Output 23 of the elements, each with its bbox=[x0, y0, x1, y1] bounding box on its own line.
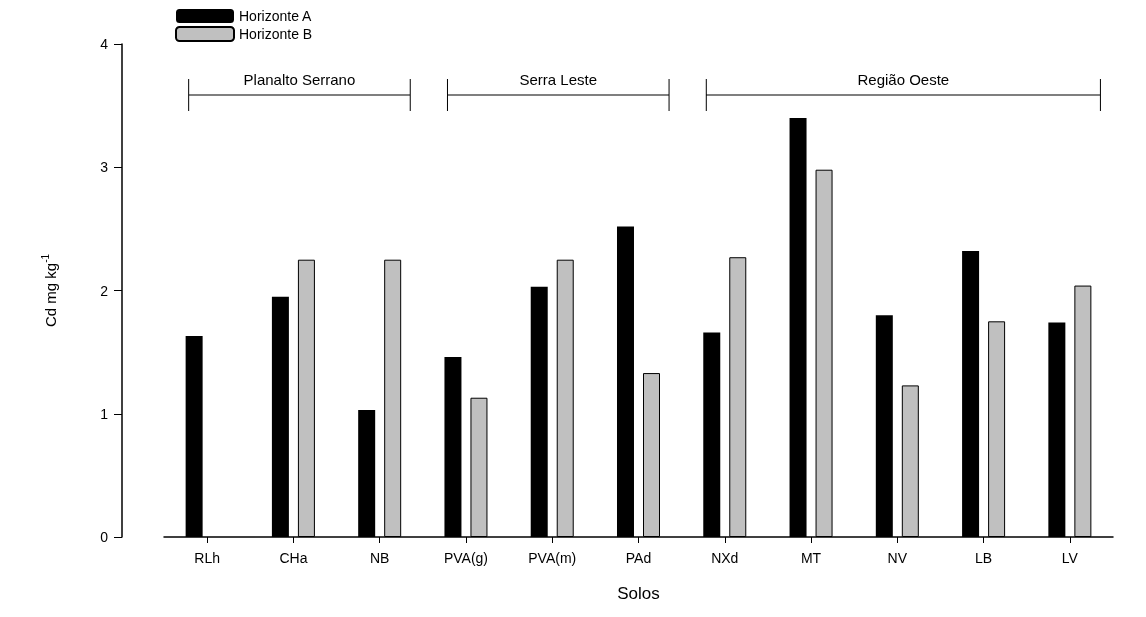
x-tick-label: LV bbox=[1061, 550, 1079, 566]
x-tick-label: NXd bbox=[711, 550, 739, 566]
x-tick-label: PVA(g) bbox=[443, 550, 488, 566]
x-axis-title: Solos bbox=[617, 584, 660, 603]
annotation: Serra Leste bbox=[519, 71, 598, 88]
y-axis-title: Cd mg kg-1 bbox=[39, 253, 59, 328]
legend-label: Horizonte B bbox=[239, 26, 313, 42]
y-tick-label: 0 bbox=[100, 529, 109, 545]
x-tick-label: RLh bbox=[194, 550, 220, 566]
x-tick-label: NB bbox=[369, 550, 390, 566]
x-tick-label: NV bbox=[887, 550, 908, 566]
y-tick-label: 2 bbox=[100, 282, 109, 299]
x-tick-label: LB bbox=[975, 550, 993, 566]
annotation: Planalto Serrano bbox=[243, 71, 356, 88]
x-tick-label: CHa bbox=[279, 550, 308, 566]
x-tick-label: PVA(m) bbox=[528, 550, 577, 566]
y-tick-label: 1 bbox=[100, 405, 109, 422]
y-tick-label: 4 bbox=[100, 36, 109, 52]
x-tick-label: MT bbox=[800, 550, 822, 566]
x-tick-label: PAd bbox=[625, 550, 652, 566]
y-tick-label: 3 bbox=[100, 159, 109, 176]
annotation: Região Oeste bbox=[857, 71, 950, 88]
legend-label: Horizonte A bbox=[239, 8, 313, 24]
